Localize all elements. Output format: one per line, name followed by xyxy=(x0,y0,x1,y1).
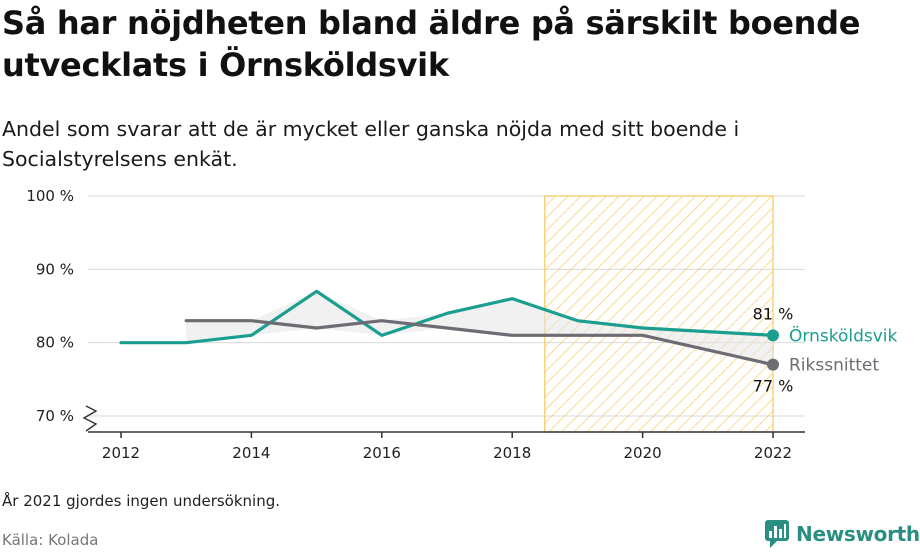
x-axis: 2012 2014 2016 2018 2020 2022 xyxy=(82,405,805,462)
y-tick-label: 80 % xyxy=(36,334,74,352)
y-tick-label: 90 % xyxy=(36,260,74,278)
end-point-ornskoldsvik xyxy=(767,329,779,342)
legend-label-ornskoldsvik: Örnsköldsvik xyxy=(789,324,897,346)
chart-title: Så har nöjdheten bland äldre på särskilt… xyxy=(2,4,861,84)
source-note: Källa: Kolada xyxy=(2,531,99,549)
difference-area xyxy=(186,291,773,365)
newsworthy-logo-icon xyxy=(765,520,789,548)
brand-name: Newsworthy xyxy=(796,522,920,546)
chart-subtitle: Andel som svarar att de är mycket eller … xyxy=(2,117,740,171)
x-tick-label: 2016 xyxy=(363,444,401,462)
series-line-rikssnittet xyxy=(184,319,775,367)
x-tick-label: 2020 xyxy=(624,444,662,462)
x-tick-label: 2014 xyxy=(232,444,270,462)
footnote: År 2021 gjordes ingen undersökning. xyxy=(2,492,281,510)
legend-label-rikssnittet: Rikssnittet xyxy=(789,356,879,376)
end-point-rikssnittet xyxy=(767,358,779,371)
difference-band xyxy=(186,291,773,365)
brand-logo: Newsworthy xyxy=(764,518,920,550)
axis-break-icon xyxy=(82,405,98,432)
x-tick-label: 2012 xyxy=(102,444,140,462)
hatched-period xyxy=(544,195,774,433)
value-label-ornskoldsvik: 81 % xyxy=(753,304,794,323)
x-tick-label: 2018 xyxy=(493,444,531,462)
value-label-rikssnittet: 77 % xyxy=(753,377,794,396)
series-lines xyxy=(119,289,779,371)
line-chart: 70 %80 %90 %100 % 2012 2014 2016 2018 2020 20… xyxy=(26,187,898,462)
no-survey-hatched-area xyxy=(544,195,774,433)
x-tick-label: 2022 xyxy=(754,444,792,462)
y-tick-label: 100 % xyxy=(26,187,74,205)
y-tick-label: 70 % xyxy=(36,407,74,425)
